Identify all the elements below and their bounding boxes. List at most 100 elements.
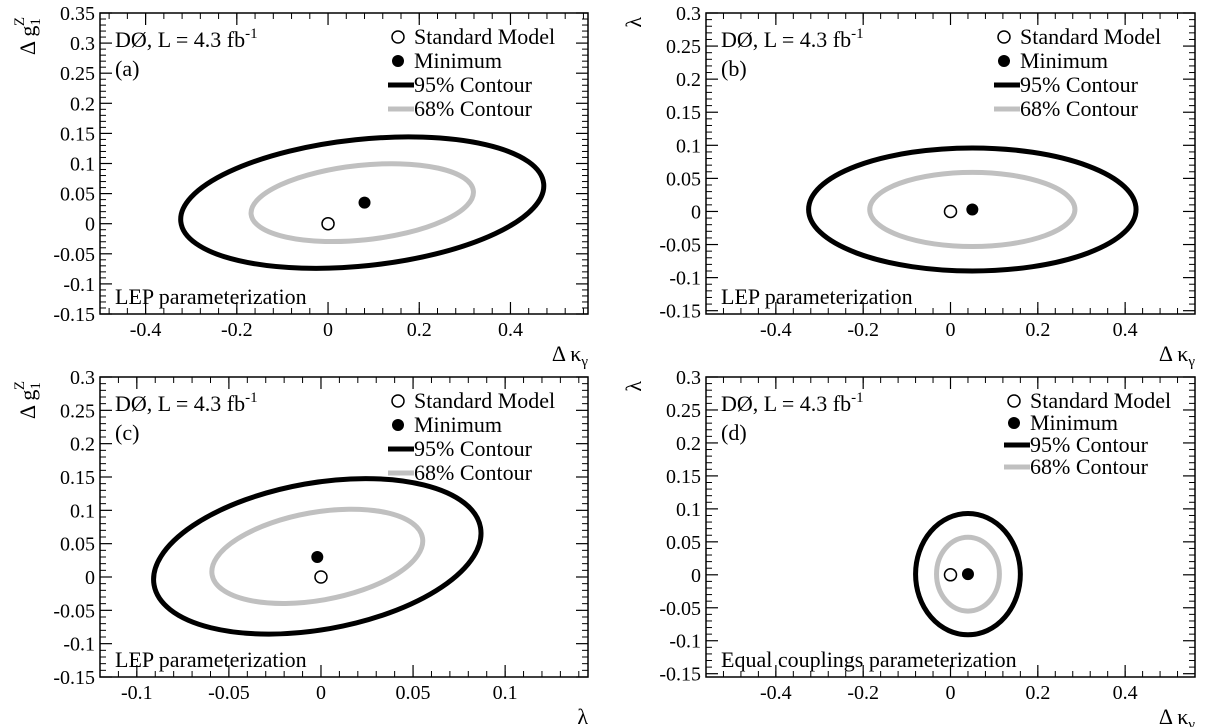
standard-model-point bbox=[943, 204, 958, 219]
experiment-label: DØ, L = 4.3 fb-1 bbox=[721, 26, 864, 52]
experiment-label: DØ, L = 4.3 fb-1 bbox=[721, 390, 864, 416]
contour-95 bbox=[178, 134, 547, 271]
y-tick-label: -0.1 bbox=[669, 268, 701, 290]
x-tick-label: -0.05 bbox=[208, 682, 250, 704]
plot-frame bbox=[99, 376, 589, 678]
y-tick-label: 0.05 bbox=[666, 168, 701, 190]
y-tick-label: -0.1 bbox=[63, 634, 95, 656]
y-tick-label: 0.25 bbox=[60, 63, 95, 85]
x-tick-label: -0.2 bbox=[847, 682, 879, 704]
legend-68-label: 68% Contour bbox=[414, 460, 533, 485]
panel-tag: (d) bbox=[721, 420, 747, 445]
y-tick-label: -0.05 bbox=[53, 244, 95, 266]
x-axis-label: Δ κγ bbox=[552, 341, 589, 370]
y-tick-label: 0 bbox=[691, 565, 701, 587]
x-tick-label: -0.4 bbox=[760, 319, 792, 341]
panel-c: -0.15 -0.1 -0.05 0 0.05 0.1 0.15 0.2 0.25 0.3 -0.1… bbox=[12, 367, 589, 727]
x-tick-label: -0.2 bbox=[847, 319, 879, 341]
y-axis-label: λ bbox=[621, 17, 646, 28]
x-tick-label: 0.05 bbox=[396, 682, 431, 704]
panel-a: -0.15 -0.1 -0.05 0 0.05 0.1 0.15 0.2 0.25 0.3 0.35… bbox=[12, 3, 589, 370]
y-tick-label: 0.2 bbox=[676, 433, 701, 455]
y-tick-label: 0.15 bbox=[60, 467, 95, 489]
x-tick-label: 0 bbox=[316, 682, 326, 704]
legend-minimum-marker bbox=[1008, 417, 1020, 429]
x-tick-label: -0.4 bbox=[130, 319, 162, 341]
minimum-point bbox=[311, 551, 324, 563]
standard-model-point bbox=[943, 568, 958, 582]
y-tick-label: -0.15 bbox=[659, 301, 701, 323]
y-tick-label: 0.1 bbox=[676, 499, 701, 521]
legend-minimum-label: Minimum bbox=[1020, 48, 1108, 73]
panel-d: -0.15 -0.1 -0.05 0 0.05 0.1 0.15 0.2 0.25 0.3 -0.4… bbox=[621, 367, 1196, 727]
y-tick-label: 0.15 bbox=[60, 123, 95, 145]
y-axis-label: Δ g1Z bbox=[12, 381, 44, 419]
x-tick-label: -0.2 bbox=[221, 319, 253, 341]
y-axis-label: λ bbox=[621, 381, 646, 392]
y-tick-label: -0.05 bbox=[53, 600, 95, 622]
panel-tag: (b) bbox=[721, 56, 747, 81]
legend-minimum-marker bbox=[998, 55, 1010, 67]
minimum-point bbox=[358, 196, 371, 209]
legend-standard-model-marker bbox=[391, 394, 405, 408]
y-tick-label: 0.2 bbox=[70, 93, 95, 115]
y-tick-label: 0.25 bbox=[666, 400, 701, 422]
legend-minimum-marker bbox=[392, 419, 404, 431]
y-tick-label: 0.3 bbox=[70, 33, 95, 55]
x-tick-label: 0 bbox=[323, 319, 333, 341]
x-tick-label: 0 bbox=[946, 682, 956, 704]
contour-68 bbox=[867, 169, 1078, 250]
x-tick-label: 0.4 bbox=[498, 319, 523, 341]
legend-standard-model-marker bbox=[997, 30, 1011, 44]
y-tick-label: 0.3 bbox=[70, 367, 95, 389]
y-tick-label: 0.25 bbox=[60, 400, 95, 422]
standard-model-point bbox=[314, 570, 328, 584]
y-tick-label: 0.2 bbox=[70, 434, 95, 456]
x-axis-label: λ bbox=[577, 704, 588, 727]
y-tick-label: -0.1 bbox=[63, 274, 95, 296]
y-tick-label: 0.25 bbox=[666, 36, 701, 58]
minimum-point bbox=[966, 203, 979, 216]
y-tick-label: -0.15 bbox=[53, 304, 95, 326]
x-tick-label: 0.4 bbox=[1113, 319, 1138, 341]
legend-minimum-label: Minimum bbox=[414, 412, 502, 437]
panel-tag: (a) bbox=[115, 56, 139, 81]
legend-standard-model-marker bbox=[1007, 394, 1021, 408]
legend-minimum-marker bbox=[392, 55, 404, 67]
contour-68 bbox=[934, 534, 1002, 614]
legend-95-label: 95% Contour bbox=[414, 436, 533, 461]
legend-95-label: 95% Contour bbox=[1020, 72, 1139, 97]
legend-68-label: 68% Contour bbox=[414, 96, 533, 121]
y-tick-label: -0.05 bbox=[659, 235, 701, 257]
parameterization-label: LEP parameterization bbox=[721, 284, 913, 309]
contour-95 bbox=[806, 145, 1139, 274]
contour-95 bbox=[151, 476, 484, 637]
minimum-point bbox=[961, 568, 974, 581]
legend-standard-model-label: Standard Model bbox=[1020, 24, 1161, 49]
y-tick-label: 0.15 bbox=[666, 466, 701, 488]
legend-95-label: 95% Contour bbox=[1030, 432, 1149, 457]
x-tick-label: 0.2 bbox=[1025, 319, 1050, 341]
y-tick-label: 0.2 bbox=[676, 69, 701, 91]
experiment-label: DØ, L = 4.3 fb-1 bbox=[115, 390, 258, 416]
x-axis-label: Δ κγ bbox=[1159, 704, 1196, 727]
y-tick-label: 0 bbox=[85, 567, 95, 589]
legend-standard-model-label: Standard Model bbox=[414, 388, 555, 413]
standard-model-point bbox=[321, 216, 335, 231]
parameterization-label: LEP parameterization bbox=[115, 284, 307, 309]
contour-68 bbox=[209, 506, 426, 606]
legend-standard-model-label: Standard Model bbox=[1030, 388, 1171, 413]
panel-b: -0.15 -0.1 -0.05 0 0.05 0.1 0.15 0.2 0.25 0.3 -0.4… bbox=[621, 3, 1196, 370]
y-tick-label: 0.3 bbox=[676, 367, 701, 389]
y-tick-label: 0 bbox=[85, 214, 95, 236]
y-tick-label: -0.1 bbox=[669, 631, 701, 653]
x-tick-label: 0.2 bbox=[407, 319, 432, 341]
legend-68-label: 68% Contour bbox=[1020, 96, 1139, 121]
x-tick-label: -0.4 bbox=[760, 682, 792, 704]
contour-68 bbox=[248, 161, 476, 245]
y-tick-label: -0.15 bbox=[53, 667, 95, 689]
